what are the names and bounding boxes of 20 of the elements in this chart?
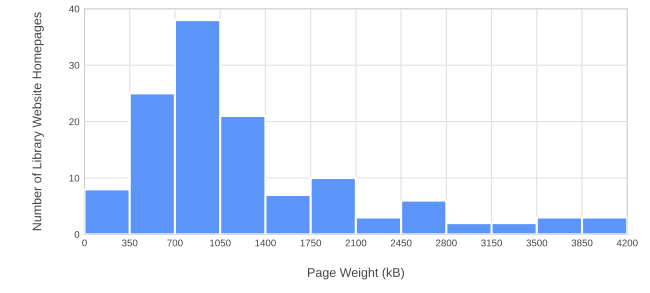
x-tick-label: 350 xyxy=(122,240,138,246)
x-tick-label: 3850 xyxy=(572,240,592,246)
x-axis-title: Page Weight (kB) xyxy=(308,268,404,280)
y-axis-title: Number of Library Website Homepages xyxy=(32,12,44,230)
x-tick-label: 2450 xyxy=(390,240,412,246)
x-tick-label: 2100 xyxy=(346,240,366,246)
x-tick-label: 3500 xyxy=(526,240,548,246)
y-tick-label: 0 xyxy=(74,231,80,238)
x-tick-label: 1400 xyxy=(255,240,276,246)
x-tick-label: 1050 xyxy=(210,240,231,246)
x-tick-label: 0 xyxy=(82,240,87,246)
x-tick-label: 700 xyxy=(167,240,183,246)
y-tick-label: 40 xyxy=(69,6,80,12)
x-tick-label: 3150 xyxy=(481,240,502,246)
y-tick-label: 10 xyxy=(70,174,80,182)
x-tick-label: 1750 xyxy=(300,240,322,246)
x-tick-label: 4200 xyxy=(616,240,638,246)
x-tick-label: 2800 xyxy=(436,240,457,246)
y-tick-label: 20 xyxy=(69,118,80,126)
y-tick-label: 30 xyxy=(69,62,80,69)
